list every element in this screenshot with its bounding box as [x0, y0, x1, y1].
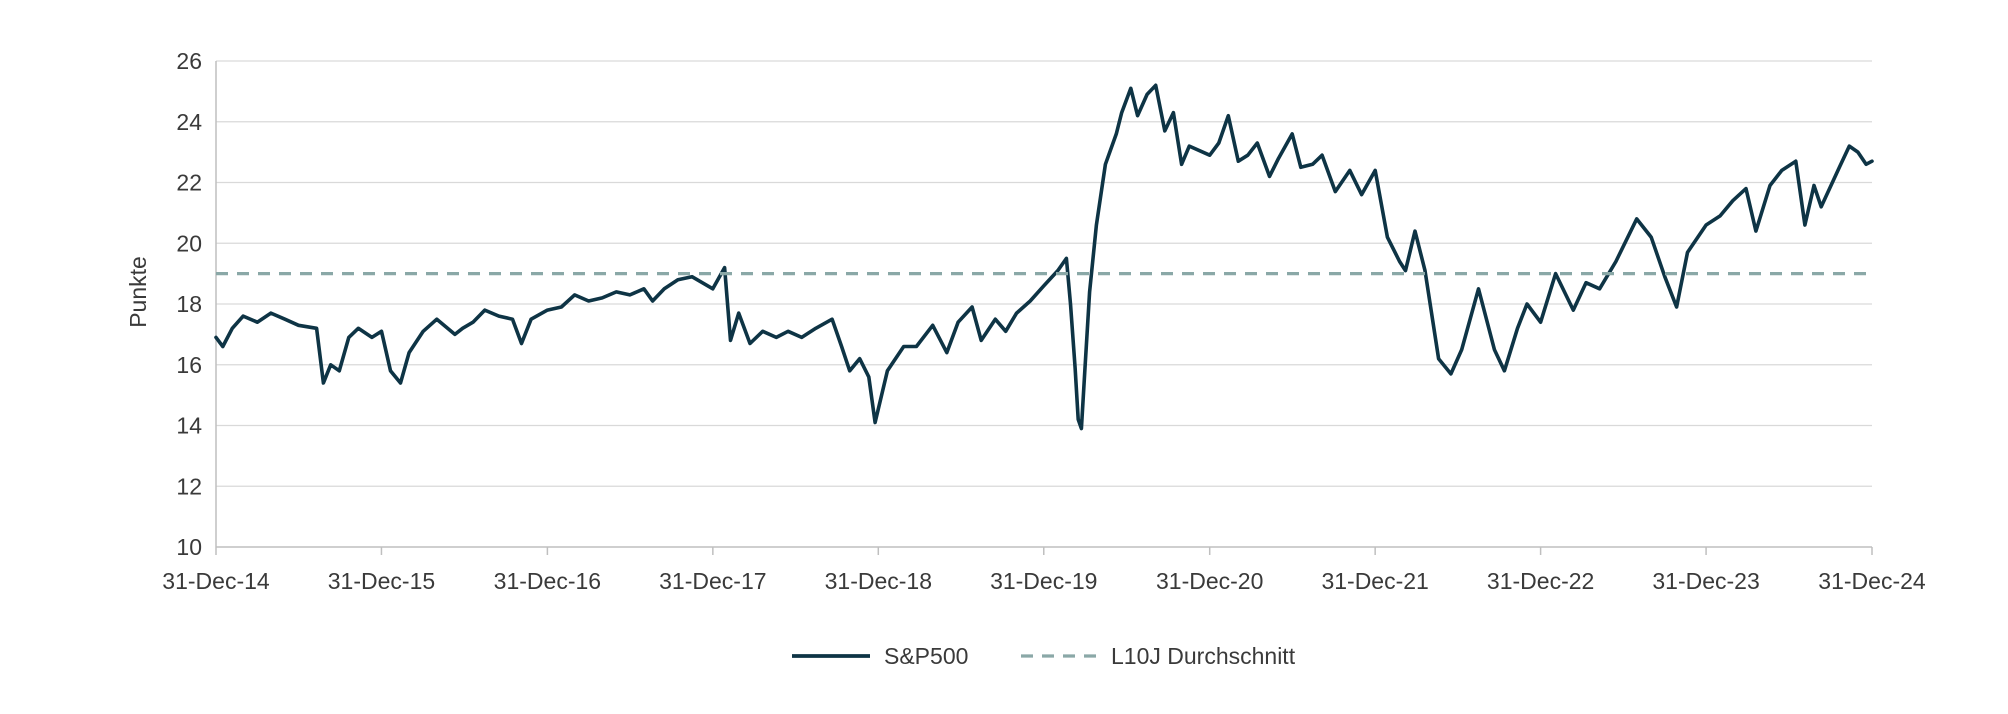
y-tick-label: 14	[176, 413, 202, 439]
y-tick-label: 12	[176, 473, 202, 499]
x-tick-label: 31-Dec-19	[990, 568, 1097, 594]
legend-item: L10J Durchschnitt	[1021, 643, 1296, 669]
gridlines	[216, 60, 1872, 487]
x-tick-label: 31-Dec-17	[659, 568, 766, 594]
legend-item: S&P500	[792, 643, 968, 669]
x-tick-label: 31-Dec-24	[1818, 568, 1926, 594]
y-tick-label: 20	[176, 230, 202, 256]
x-tick-label: 31-Dec-21	[1321, 568, 1428, 594]
y-axis-title: Punkte	[125, 256, 151, 328]
y-tick-label: 16	[176, 352, 202, 378]
x-tick-label: 31-Dec-15	[328, 568, 435, 594]
y-tick-label: 10	[176, 534, 202, 560]
x-tick-label: 31-Dec-20	[1156, 568, 1263, 594]
legend-label: L10J Durchschnitt	[1111, 643, 1296, 669]
x-tick-label: 31-Dec-16	[494, 568, 601, 594]
legend: S&P500 L10J Durchschnitt	[792, 643, 1296, 669]
x-tick-label: 31-Dec-23	[1652, 568, 1759, 594]
y-tick-label: 18	[176, 291, 202, 317]
x-tick-label: 31-Dec-22	[1487, 568, 1594, 594]
x-tick-label: 31-Dec-18	[825, 568, 932, 594]
y-tick-label: 24	[176, 109, 202, 135]
x-tick-label: 31-Dec-14	[162, 568, 270, 594]
legend-label: S&P500	[884, 643, 968, 669]
series-group	[214, 83, 1874, 431]
y-tick-label: 22	[176, 170, 202, 196]
sp500-line	[214, 83, 1874, 431]
y-tick-label: 26	[176, 48, 202, 74]
axes: 10 12 14 16 18 20 22 24 26 31-Dec-14 31-Dec-15 31-D…	[162, 48, 1926, 594]
